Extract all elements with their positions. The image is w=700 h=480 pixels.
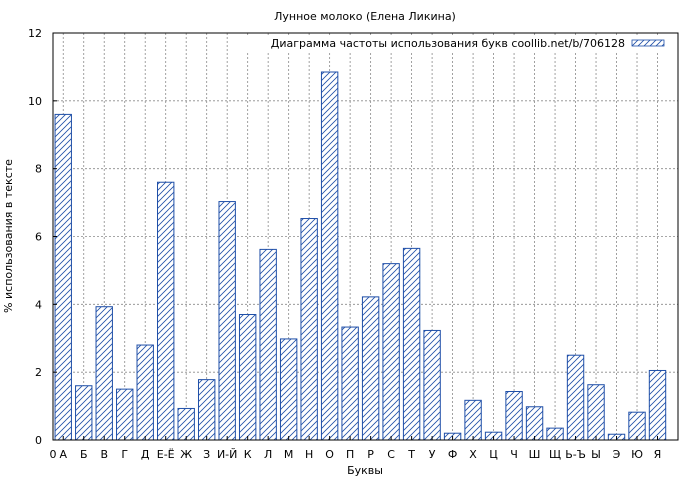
x-tick-label: Ю: [631, 448, 643, 461]
x-tick-label-origin: 0: [50, 448, 57, 461]
x-tick-label: Е-Ё: [157, 448, 175, 461]
bar-19: [423, 329, 441, 441]
y-tick-label: 6: [35, 231, 42, 244]
x-tick-label: З: [203, 448, 210, 461]
bar-9: [218, 201, 236, 441]
bar-7: [177, 407, 195, 441]
bar-4: [116, 388, 134, 441]
y-axis-ticks: 0 2 4 6 8 10 12: [28, 27, 57, 447]
bar-15: [341, 326, 359, 441]
x-tick-label: С: [387, 448, 395, 461]
bar-24: [525, 406, 544, 441]
bar-5: [136, 344, 154, 441]
x-tick-label: О: [325, 448, 334, 461]
x-tick-label: Щ: [549, 448, 561, 461]
bar-10: [238, 314, 257, 441]
x-tick-label: Р: [367, 448, 374, 461]
chart-title: Лунное молоко (Елена Ликина): [274, 10, 456, 23]
bar-12: [279, 338, 298, 441]
bar-29: [628, 411, 646, 441]
y-tick-label: 4: [35, 298, 42, 311]
x-tick-label: М: [284, 448, 294, 461]
legend: Диаграмма частоты использования букв coo…: [240, 35, 675, 51]
y-axis-label: % использования в тексте: [2, 159, 15, 313]
bar-23: [505, 390, 523, 441]
x-tick-label: Ы: [591, 448, 601, 461]
x-tick-label: П: [346, 448, 354, 461]
x-tick-label: Т: [407, 448, 415, 461]
bar-13: [300, 218, 318, 441]
x-tick-label: Ч: [510, 448, 518, 461]
x-tick-label: Ж: [180, 448, 192, 461]
bar-2: [75, 385, 93, 441]
bar-16: [361, 296, 380, 441]
x-tick-label: А: [59, 448, 67, 461]
legend-swatch: [631, 39, 665, 47]
x-tick-label: К: [244, 448, 252, 461]
x-tick-label: Ь-Ъ: [565, 448, 586, 461]
bar-30: [648, 369, 667, 441]
x-tick-label: Н: [305, 448, 313, 461]
x-tick-label: Х: [469, 448, 477, 461]
x-tick-label: Л: [264, 448, 272, 461]
x-tick-label: Ц: [489, 448, 498, 461]
bar-6: [157, 181, 175, 441]
bar-17: [382, 263, 400, 441]
x-tick-label: Ф: [448, 448, 457, 461]
x-tick-label: Г: [121, 448, 128, 461]
x-axis-label: Буквы: [347, 464, 383, 477]
y-tick-label: 0: [35, 434, 42, 447]
bars: [54, 71, 667, 441]
bar-18: [402, 247, 421, 441]
x-tick-label: Я: [654, 448, 662, 461]
x-tick-label: В: [100, 448, 108, 461]
x-tick-label: У: [429, 448, 436, 461]
bar-27: [587, 384, 605, 441]
x-tick-label: Э: [613, 448, 621, 461]
y-tick-label: 10: [28, 95, 42, 108]
x-tick-label: И-Й: [217, 448, 237, 461]
bar-3: [95, 306, 113, 441]
bar-1: [54, 113, 72, 441]
bar-21: [464, 399, 482, 441]
bar-14: [320, 71, 339, 441]
bar-11: [259, 248, 277, 441]
x-tick-label: Б: [80, 448, 88, 461]
legend-label: Диаграмма частоты использования букв coo…: [271, 37, 625, 50]
legend-background: [240, 35, 675, 51]
bar-26: [566, 354, 585, 441]
x-tick-label: Д: [141, 448, 150, 461]
y-tick-label: 2: [35, 366, 42, 379]
y-tick-label: 8: [35, 163, 42, 176]
bar-8: [197, 379, 216, 441]
x-axis-ticks: 0 А Б В Г Д Е-Ё Ж З И-Й К Л М Н О П Р С Т У Ф Х Ц Ч Ш Щ Ь-Ъ Ы Э Ю Я: [50, 436, 662, 461]
x-tick-label: Ш: [529, 448, 541, 461]
y-tick-label: 12: [28, 27, 42, 40]
